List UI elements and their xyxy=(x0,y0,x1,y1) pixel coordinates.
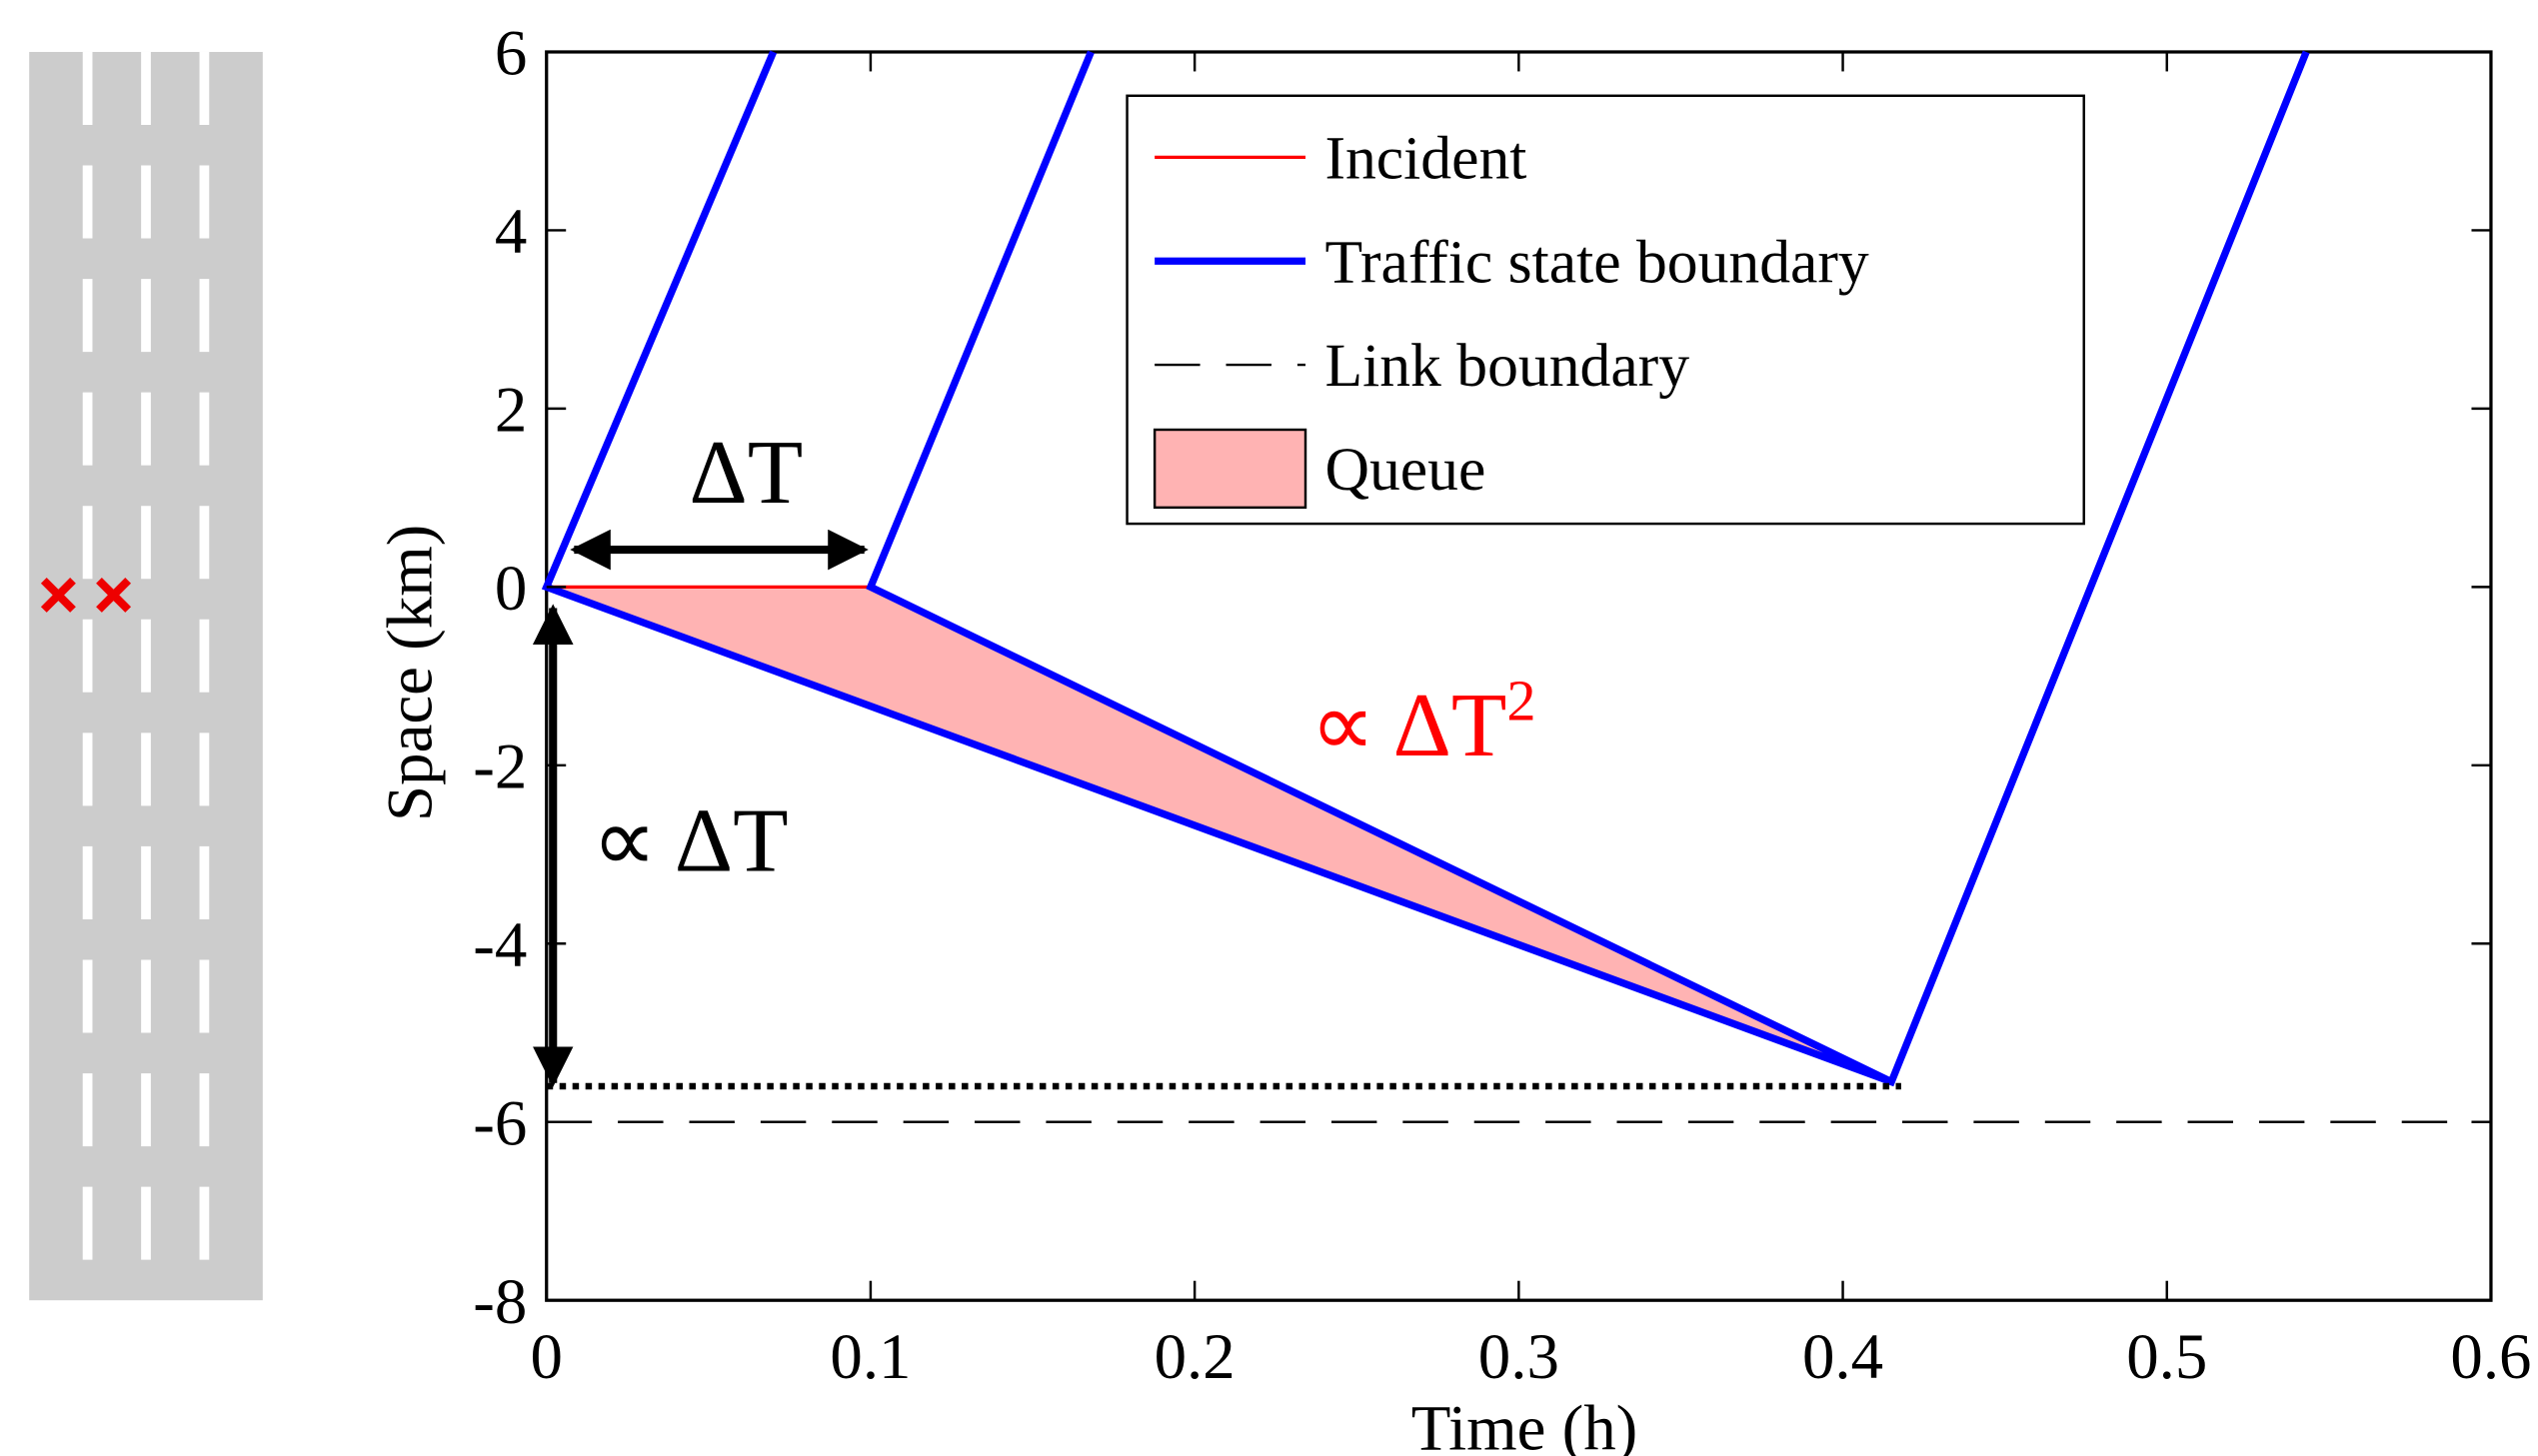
y-tick-label: -6 xyxy=(473,1087,527,1159)
legend: Incident Traffic state boundary Link bound… xyxy=(1126,94,2085,526)
annotation: ∝ ΔT2 xyxy=(1310,668,1536,775)
x-tick-label: 0 xyxy=(531,1321,563,1393)
x-tick-label: 0.3 xyxy=(1478,1321,1559,1393)
x-tick-label: 0.4 xyxy=(1802,1321,1883,1393)
x-tick-label: 0.6 xyxy=(2450,1321,2531,1393)
annotation-superscript: 2 xyxy=(1506,668,1535,732)
x-tick-label: 0.5 xyxy=(2126,1321,2207,1393)
legend-label: Queue xyxy=(1324,436,1485,504)
y-tick-label: 0 xyxy=(495,553,527,625)
y-tick-label: -4 xyxy=(473,909,527,981)
incident-marker xyxy=(40,577,132,613)
legend-swatch xyxy=(1153,428,1307,510)
y-tick-label: 6 xyxy=(495,18,527,90)
road-illustration xyxy=(29,51,263,1301)
legend-label: Link boundary xyxy=(1324,332,1689,400)
annotation: ΔT xyxy=(689,422,803,523)
legend-label: Traffic state boundary xyxy=(1324,228,1868,296)
x-tick-label: 0.1 xyxy=(830,1321,911,1393)
y-tick-label: 2 xyxy=(495,375,527,447)
y-tick-label: -2 xyxy=(473,731,527,803)
annotation-text: ∝ ΔT xyxy=(1310,675,1507,775)
x-tick-label: 0.2 xyxy=(1155,1321,1236,1393)
annotation: ∝ ΔT xyxy=(592,789,789,890)
legend-label: Incident xyxy=(1324,125,1526,193)
series-line xyxy=(541,50,2310,1087)
plot: 0 0.1 0.2 0.3 0.4 0.5 0.6 -8 -6 -4 -2 0 2 4 6 Time (h) S… xyxy=(375,18,2532,1456)
y-axis-label: Space (km) xyxy=(375,525,447,821)
y-tick-label: 4 xyxy=(495,196,527,268)
x-axis-label: Time (h) xyxy=(1411,1392,1638,1456)
y-tick-label: -8 xyxy=(473,1266,527,1338)
